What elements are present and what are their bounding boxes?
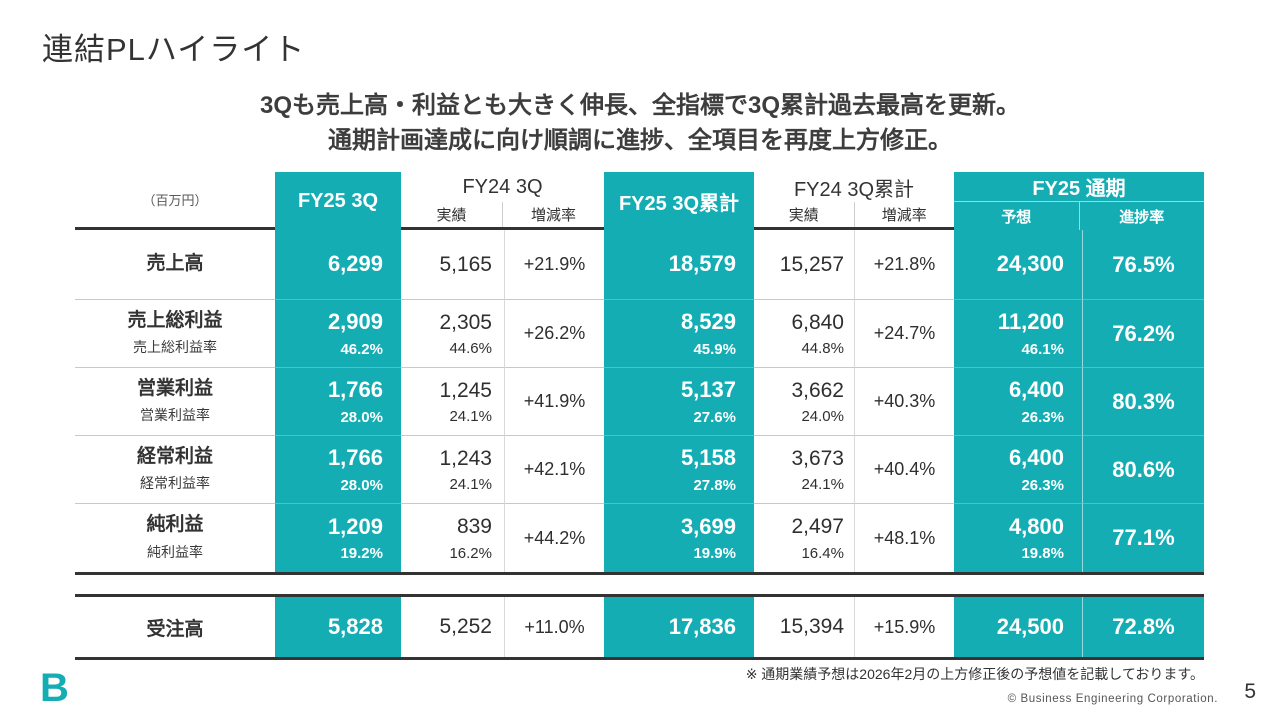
subheader-forecast: 予想 <box>1001 208 1032 226</box>
cell-fy25-cum: 5,158 27.8% <box>604 436 754 504</box>
unit-label: （百万円） <box>142 193 208 208</box>
cell-fy25-cum: 18,579 <box>604 230 754 300</box>
cell-fy24-cum-actual: 2,497 16.4% <box>791 515 844 562</box>
orders-table: 受注高 5,828 5,252 +11.0% 17,836 15,394 +15… <box>75 594 1204 660</box>
col-header-fy25-3q-cum: FY25 3Q累計 <box>604 172 754 230</box>
cell-fy24-cum-actual: 6,840 44.8% <box>754 300 854 368</box>
cell-fy25-cum: 17,836 <box>604 597 754 657</box>
fy24-3q-cum-subheaders: 実績 増減率 <box>754 202 954 227</box>
row-label: 経常利益 経常利益率 <box>75 436 275 504</box>
cell-fy25-3q: 1,766 28.0% <box>275 436 401 504</box>
cell-fy24-cum-actual: 3,673 24.1% <box>754 436 854 504</box>
cell-fy24-cum-actual: 15,257 <box>754 230 854 300</box>
beng-logo: B <box>40 666 69 710</box>
cell-fy25-cum: 5,137 27.6% <box>604 368 754 436</box>
col-header-fy24-3q: FY24 3Q <box>462 175 543 198</box>
cell-fy24-change: +41.9% <box>504 368 604 436</box>
fy25-full-subheaders: 予想 進捗率 <box>954 202 1204 230</box>
cell-fy24-actual: 2,305 44.6% <box>401 300 504 368</box>
cell-fy24-cum-actual: 15,394 <box>779 615 844 638</box>
cell-fy25-cum: 8,529 45.9% <box>604 300 754 368</box>
cell-fy25-3q: 1,766 28.0% <box>275 368 401 436</box>
cell-forecast: 11,200 46.1% <box>954 300 1082 368</box>
subheader-progress: 進捗率 <box>1078 202 1205 230</box>
cell-fy25-3q: 2,909 46.2% <box>275 300 401 368</box>
cell-fy24-change: +21.9% <box>504 230 604 300</box>
row-label: 営業利益 営業利益率 <box>75 368 275 436</box>
cell-fy24-cum-change: +24.7% <box>854 300 954 368</box>
cell-fy25-cum: 3,699 19.9% <box>604 504 754 572</box>
cell-forecast: 24,500 <box>954 597 1082 657</box>
cell-fy24-actual: 5,252 <box>439 615 492 638</box>
cell-progress: 76.2% <box>1082 300 1204 368</box>
subtitle: 3Qも売上高・利益とも大きく伸長、全指標で3Q累計過去最高を更新。 通期計画達成… <box>0 88 1280 158</box>
cell-progress: 80.6% <box>1082 436 1204 504</box>
row-label: 売上高 <box>75 230 275 300</box>
page-number: 5 <box>1244 680 1256 703</box>
cell-progress: 72.8% <box>1082 597 1204 657</box>
subheader-change: 増減率 <box>502 202 604 227</box>
copyright: © Business Engineering Corporation. <box>1007 693 1218 705</box>
cell-fy24-cum-change: +40.3% <box>854 368 954 436</box>
cell-forecast: 6,400 26.3% <box>954 368 1082 436</box>
cell-progress: 76.5% <box>1082 230 1204 300</box>
col-header-fy24-3q-cum: FY24 3Q累計 <box>793 178 915 201</box>
col-group-fy25-full: FY25 通期 予想 進捗率 <box>954 172 1204 230</box>
cell-forecast: 4,800 19.8% <box>954 504 1082 572</box>
subtitle-line-2: 通期計画達成に向け順調に進捗、全項目を再度上方修正。 <box>328 127 952 154</box>
cell-fy25-3q: 1,209 19.2% <box>275 504 401 572</box>
cell-progress: 80.3% <box>1082 368 1204 436</box>
col-group-fy24-3q: FY24 3Q 実績 増減率 <box>401 172 604 230</box>
row-label: 純利益 純利益率 <box>146 514 204 560</box>
cell-fy24-actual: 5,165 <box>401 230 504 300</box>
cell-fy24-change: +44.2% <box>504 504 604 572</box>
cell-fy24-cum-change: +40.4% <box>854 436 954 504</box>
cell-fy25-3q: 6,299 <box>275 230 401 300</box>
subheader-cum-change: 増減率 <box>853 202 955 227</box>
cell-fy24-cum-change: +15.9% <box>854 597 954 657</box>
col-header-fy25-3q: FY25 3Q <box>275 172 401 230</box>
cell-fy24-cum-change: +48.1% <box>854 504 954 572</box>
row-label: 売上総利益 売上総利益率 <box>75 300 275 368</box>
page-title: 連結PLハイライト <box>42 32 306 67</box>
unit-label-cell: （百万円） <box>75 172 275 230</box>
subheader-cum-actual: 実績 <box>788 207 819 224</box>
fy24-3q-subheaders: 実績 増減率 <box>401 202 604 227</box>
subtitle-line-1: 3Qも売上高・利益とも大きく伸長、全指標で3Q累計過去最高を更新。 <box>259 92 1021 119</box>
cell-fy24-actual: 839 16.2% <box>449 515 492 562</box>
pl-table: （百万円） FY25 3Q FY24 3Q 実績 増減率 FY25 3Q累計 F… <box>75 172 1204 575</box>
col-group-fy24-3q-cum: FY24 3Q累計 実績 増減率 <box>754 172 954 230</box>
cell-fy24-actual: 1,245 24.1% <box>401 368 504 436</box>
cell-fy24-cum-actual: 3,662 24.0% <box>754 368 854 436</box>
col-header-fy25-full: FY25 通期 <box>954 172 1204 202</box>
cell-fy25-3q: 5,828 <box>275 597 401 657</box>
subheader-actual: 実績 <box>436 207 467 224</box>
cell-fy24-change: +42.1% <box>504 436 604 504</box>
cell-fy24-actual: 1,243 24.1% <box>401 436 504 504</box>
row-label: 受注高 <box>146 618 204 640</box>
footnote: ※ 通期業績予想は2026年2月の上方修正後の予想値を記載しております。 <box>745 666 1204 682</box>
cell-forecast: 24,300 <box>954 230 1082 300</box>
cell-forecast: 6,400 26.3% <box>954 436 1082 504</box>
cell-fy24-change: +11.0% <box>504 597 604 657</box>
cell-progress: 77.1% <box>1082 504 1204 572</box>
cell-fy24-change: +26.2% <box>504 300 604 368</box>
cell-fy24-cum-change: +21.8% <box>854 230 954 300</box>
